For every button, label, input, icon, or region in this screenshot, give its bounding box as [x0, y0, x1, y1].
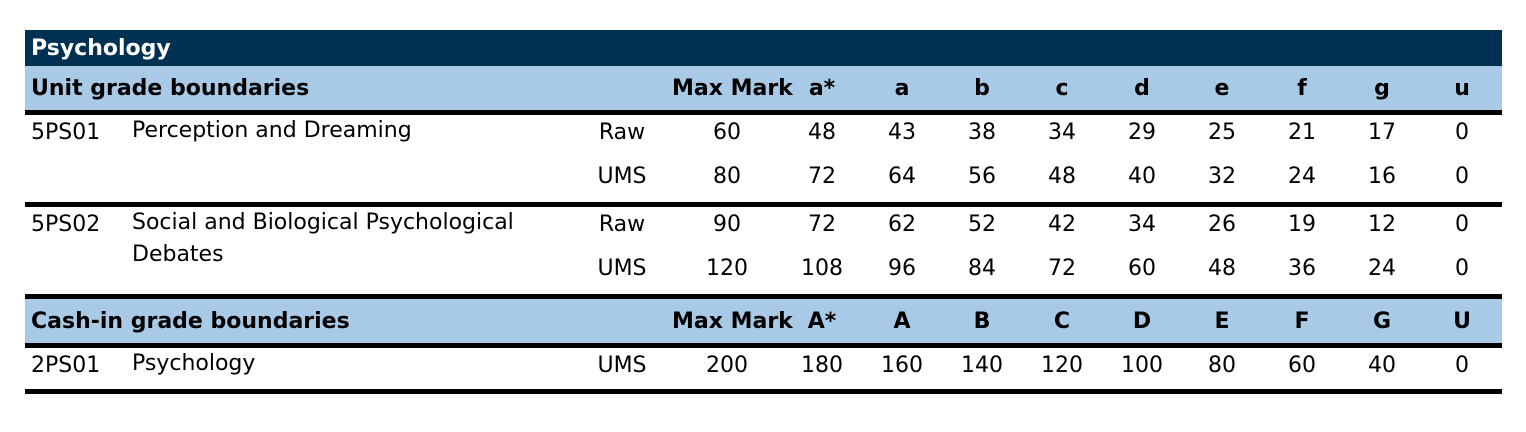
mark-value: 43 — [888, 120, 916, 145]
mark-value: 0 — [1455, 212, 1470, 237]
column-header: b — [942, 66, 1022, 115]
mark-value: 40 — [1342, 345, 1422, 394]
mark-value: 40 — [1102, 158, 1182, 207]
mark-value: 80 — [672, 158, 782, 207]
column-header: A — [862, 296, 942, 348]
mark-value: 200 — [672, 345, 782, 394]
column-header: e — [1182, 66, 1262, 115]
mark-value: 60 — [1102, 250, 1182, 299]
mark-value: 24 — [1342, 250, 1422, 299]
mark-value: 36 — [1262, 250, 1342, 299]
column-header: g — [1342, 66, 1422, 115]
mark-value: 60 — [1262, 345, 1342, 394]
mark-value: 21 — [1288, 120, 1316, 145]
mark-value: 32 — [1182, 158, 1262, 207]
grade-boundary-table: Psychology Unit grade boundaries Max Mark… — [25, 30, 1503, 394]
mark-value: 56 — [942, 158, 1022, 207]
table-title: Psychology — [25, 30, 1503, 66]
column-header: E — [1182, 296, 1262, 348]
scale: UMS — [572, 250, 672, 299]
mark-value: 0 — [1422, 250, 1503, 299]
mark-value: 26 — [1208, 212, 1236, 237]
column-header: c — [1022, 66, 1102, 115]
column-header: u — [1422, 66, 1503, 115]
mark-value: 140 — [942, 345, 1022, 394]
column-header: A* — [782, 296, 862, 348]
mark-value: 62 — [888, 212, 916, 237]
title-row: Psychology — [25, 30, 1503, 66]
mark-value: 34 — [1048, 120, 1076, 145]
data-row: UMS 80 72 64 56 48 40 32 24 16 0 — [25, 158, 1503, 207]
column-header: Max Mark — [672, 66, 793, 115]
unit-code: 5PS01 — [25, 112, 132, 207]
column-header: d — [1102, 66, 1182, 115]
scale: UMS — [572, 158, 672, 207]
data-row: UMS 120 108 96 84 72 60 48 36 24 0 — [25, 250, 1503, 299]
mark-value: 180 — [782, 345, 862, 394]
header-row: Unit grade boundaries Max Mark a* a b c d e f g u — [25, 66, 1503, 115]
unit-name: Psychology — [132, 345, 572, 394]
mark-value: 80 — [1182, 345, 1262, 394]
mark-value: 38 — [968, 120, 996, 145]
mark-value: 108 — [782, 250, 862, 299]
mark-value: 16 — [1342, 158, 1422, 207]
mark-value: 64 — [862, 158, 942, 207]
data-row: 5PS01 Perception and Dreaming Raw 60 48 43 38 3… — [25, 112, 1502, 207]
mark-value: 0 — [1455, 120, 1470, 145]
mark-value: 96 — [862, 250, 942, 299]
column-header: f — [1262, 66, 1342, 115]
mark-value: 48 — [808, 120, 836, 145]
mark-value: 60 — [713, 120, 741, 145]
table-body: Psychology Unit grade boundaries Max Mark… — [25, 30, 1503, 394]
mark-value: 120 — [1022, 345, 1102, 394]
mark-value: 90 — [713, 212, 741, 237]
header-row: Cash-in grade boundaries Max Mark A* A B C D E F… — [25, 296, 1503, 348]
column-header: D — [1102, 296, 1182, 348]
unit-name: Social and Biological Psychological Deba… — [132, 204, 572, 299]
column-header: U — [1422, 296, 1503, 348]
section-heading: Unit grade boundaries — [25, 66, 672, 115]
unit-code: 5PS02 — [25, 204, 132, 299]
mark-value: 0 — [1422, 345, 1503, 394]
column-header: Max Mark — [672, 296, 793, 348]
mark-value: 72 — [808, 212, 836, 237]
section-heading: Cash-in grade boundaries — [25, 296, 672, 348]
mark-value: 52 — [968, 212, 996, 237]
scale: Raw — [598, 212, 646, 237]
mark-value: 42 — [1048, 212, 1076, 237]
mark-value: 17 — [1368, 120, 1396, 145]
unit-name: Perception and Dreaming — [132, 112, 572, 207]
column-header: B — [942, 296, 1022, 348]
data-row: 5PS02 Social and Biological Psychological… — [25, 204, 1502, 299]
mark-value: 100 — [1102, 345, 1182, 394]
column-header: F — [1262, 296, 1342, 348]
scale: UMS — [572, 345, 672, 394]
column-header: G — [1342, 296, 1422, 348]
data-row: 2PS01 Psychology UMS 200 180 160 140 120 100 80 60… — [25, 345, 1503, 394]
mark-value: 24 — [1262, 158, 1342, 207]
mark-value: 72 — [782, 158, 862, 207]
mark-value: 19 — [1288, 212, 1316, 237]
column-header: a — [862, 66, 942, 115]
mark-value: 160 — [862, 345, 942, 394]
mark-value: 72 — [1022, 250, 1102, 299]
scale: Raw — [598, 120, 646, 145]
mark-value: 12 — [1368, 212, 1396, 237]
mark-value: 0 — [1422, 158, 1503, 207]
unit-code: 2PS01 — [25, 345, 132, 394]
column-header: a* — [782, 66, 862, 115]
mark-value: 25 — [1208, 120, 1236, 145]
mark-value: 34 — [1128, 212, 1156, 237]
mark-value: 84 — [942, 250, 1022, 299]
mark-value: 48 — [1182, 250, 1262, 299]
mark-value: 120 — [672, 250, 782, 299]
column-header: C — [1022, 296, 1102, 348]
mark-value: 48 — [1022, 158, 1102, 207]
mark-value: 29 — [1128, 120, 1156, 145]
